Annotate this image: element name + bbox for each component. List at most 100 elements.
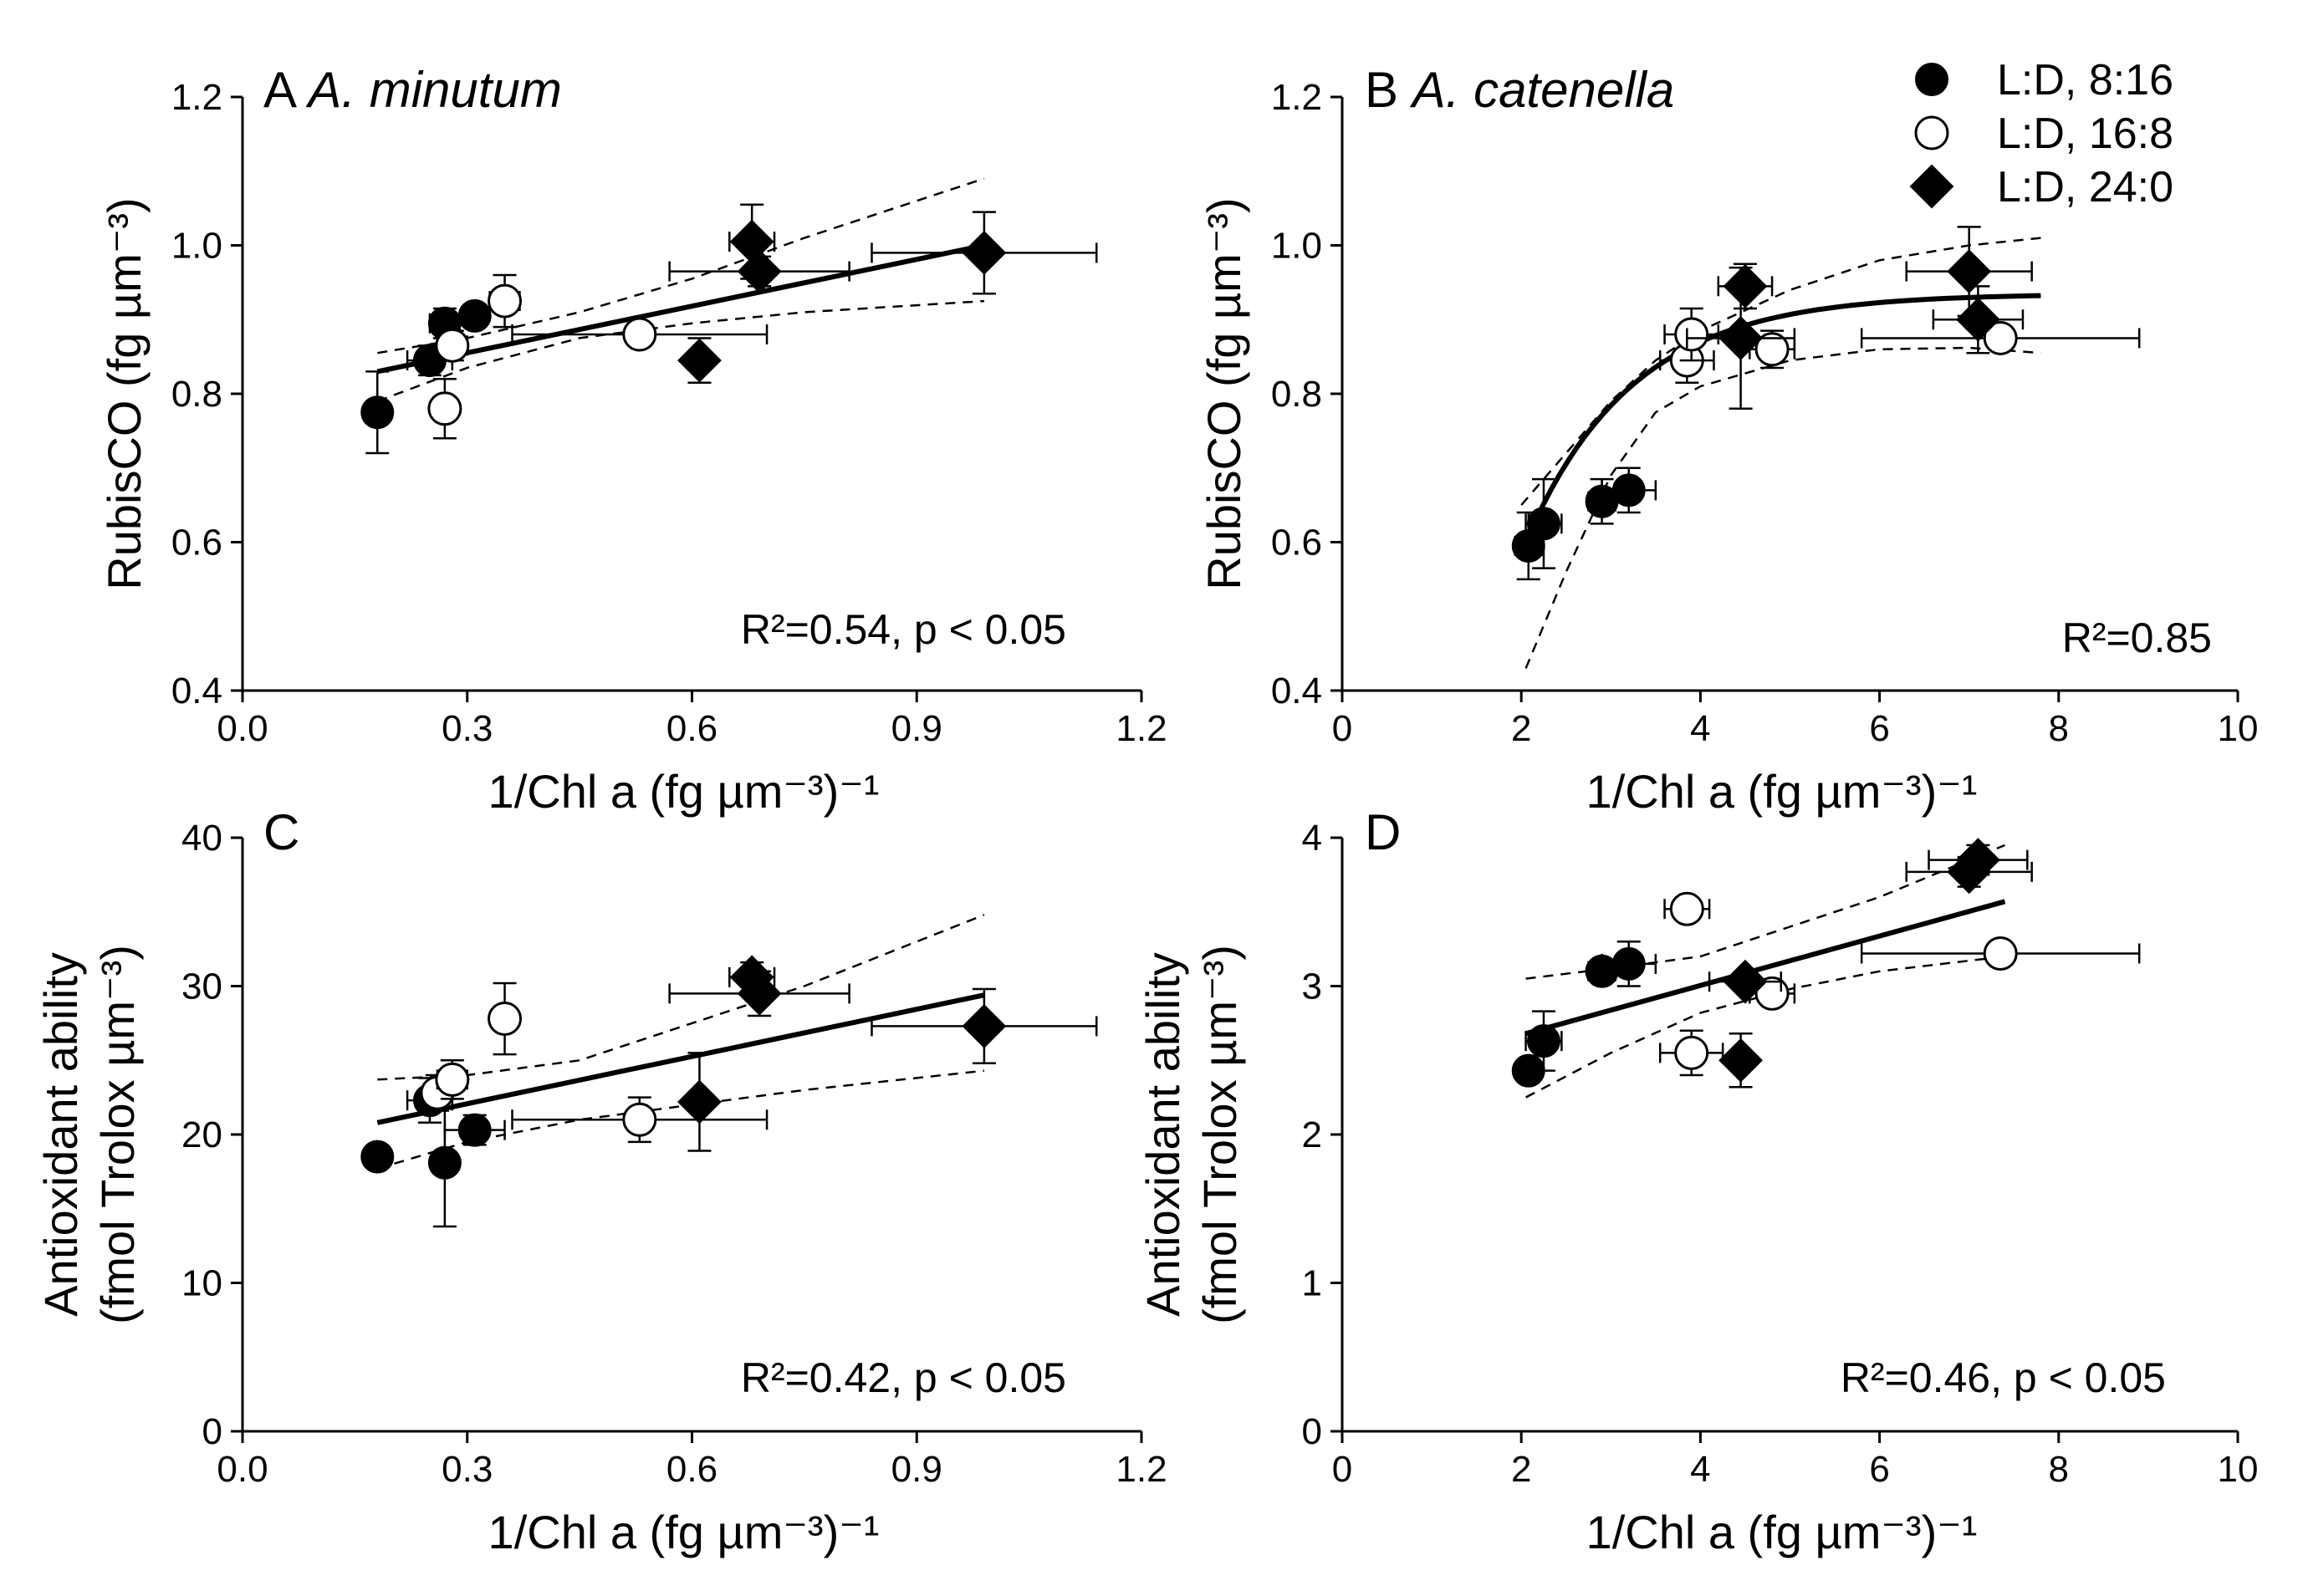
x-axis-title-b: 1/Chl a (fg µm⁻³)⁻¹ [1586,765,1978,818]
y-tick-label-a: 0.8 [171,374,222,415]
y-tick-label-c: 0 [202,1411,222,1452]
legend-marker-filled-diamond [1909,164,1954,209]
y-tick-label-c: 10 [181,1263,222,1304]
fit-line-b [1523,293,2041,543]
ci-lower-d [1525,955,2005,1099]
legend-label: L:D, 8:16 [1997,56,2173,105]
fit-line-c [376,992,985,1125]
data-point-open-circle [1983,320,2018,355]
x-tick-label-c: 0.3 [442,1449,493,1490]
y-tick-label-d: 2 [1302,1114,1322,1155]
y-tick-label-d: 3 [1302,966,1322,1007]
y-tick-label-b: 1.2 [1271,77,1322,118]
y-tick-label-a: 0.6 [171,523,222,563]
data-point-filled-diamond [1955,297,2000,342]
y-axis-title-d: Antioxidant ability [1136,952,1189,1317]
data-point-filled-circle [360,395,395,430]
data-point-filled-diamond [737,971,782,1016]
y-axis-title-c: (fmol Trolox µm⁻³) [91,945,144,1324]
x-tick-label-b: 0 [1332,708,1352,749]
legend-marker-open-circle [1914,115,1949,150]
x-tick-label-d: 0 [1332,1449,1352,1490]
data-point-filled-diamond [677,338,722,383]
x-tick-label-b: 4 [1690,708,1710,749]
data-point-open-circle [1983,936,2018,971]
data-point-filled-diamond [1718,1038,1764,1083]
panel-title-b: B A. catenella [1365,62,1674,118]
panel-title-d: D [1365,804,1401,860]
data-point-filled-circle [360,1140,395,1174]
data-point-filled-circle [457,298,492,333]
data-point-filled-circle [457,1113,492,1147]
x-tick-label-d: 8 [2049,1449,2069,1490]
x-tick-label-b: 2 [1511,708,1531,749]
data-point-open-circle [1674,317,1709,352]
x-axis-title-a: 1/Chl a (fg µm⁻³)⁻¹ [488,765,880,818]
y-tick-label-d: 1 [1302,1263,1322,1304]
data-point-filled-diamond [1718,316,1764,360]
panel-c: 0.0 0.3 0.6 0.9 1.2 0 10 20 30 40 1/Chl a (fg µm⁻³… [34,804,1167,1558]
x-tick-label-b: 6 [1869,708,1889,749]
y-axis-title-c: Antioxidant ability [34,952,87,1317]
y-tick-label-a: 0.4 [171,671,222,711]
data-point-open-circle [622,1102,657,1137]
x-tick-label-c: 0.6 [666,1449,717,1490]
x-tick-label-d: 4 [1690,1449,1710,1490]
data-point-open-circle [1674,1035,1709,1070]
data-point-filled-circle [1611,946,1646,981]
species-name-b: A. catenella [1410,62,1675,118]
y-tick-label-c: 40 [181,818,222,859]
fit-line-d [1524,899,2006,1037]
x-tick-label-b: 10 [2218,708,2259,749]
panel-d: 0 2 4 6 8 10 0 1 2 3 4 1/Chl a (fg µm⁻³)⁻¹ Antioxida… [1136,804,2258,1558]
panel-a: 0.0 0.3 0.6 0.9 1.2 0.4 0.6 0.8 1.0 1.2 1/Chl a (f… [98,62,1167,818]
data-point-open-circle [1754,332,1790,367]
y-tick-label-d: 0 [1302,1411,1322,1452]
stat-label-a: R²=0.54, p < 0.05 [741,606,1066,653]
y-axis-title-a: RubisCO (fg µm⁻³) [98,197,151,589]
data-point-filled-circle [1526,1024,1560,1058]
data-point-filled-circle [427,1145,462,1180]
legend-marker-filled-circle [1915,63,1948,96]
x-tick-label-c: 0.9 [891,1449,942,1490]
ci-upper-c [377,914,985,1081]
panel-title-c: C [263,804,299,860]
data-point-open-circle [1669,891,1704,926]
ci-lower-b [1524,346,2041,669]
x-tick-label-b: 8 [2049,708,2069,749]
x-tick-label-d: 2 [1511,1449,1531,1490]
y-tick-label-b: 0.8 [1271,374,1322,415]
panel-letter-d: D [1365,804,1401,860]
fit-line-a [376,242,985,375]
legend-label: L:D, 16:8 [1997,110,2173,158]
x-tick-label-a: 1.2 [1116,708,1167,749]
panel-title-a: A A. minutum [263,62,562,118]
data-point-open-circle [488,283,523,319]
panel-letter-a: A [263,62,308,118]
y-axis-title-d: (fmol Trolox µm⁻³) [1193,945,1246,1324]
data-point-filled-diamond [1723,959,1768,1004]
data-point-filled-diamond [962,1004,1007,1048]
data-point-open-circle [435,328,470,363]
data-point-filled-diamond [677,1079,722,1124]
x-tick-label-d: 6 [1869,1449,1889,1490]
y-axis-title-b: RubisCO (fg µm⁻³) [1198,197,1250,589]
stat-label-c: R²=0.42, p < 0.05 [741,1354,1066,1401]
x-axis-title-c: 1/Chl a (fg µm⁻³)⁻¹ [488,1506,880,1558]
data-point-filled-diamond [962,230,1007,275]
species-name-a: A. minutum [305,62,561,118]
y-tick-label-c: 20 [181,1114,222,1155]
x-tick-label-a: 0.6 [666,708,717,749]
x-tick-label-c: 1.2 [1116,1449,1167,1490]
legend: L:D, 8:16 L:D, 16:8 L:D, 24:0 [1909,56,2173,212]
x-tick-label-d: 10 [2218,1449,2259,1490]
y-tick-label-c: 30 [181,966,222,1007]
x-tick-label-a: 0.9 [891,708,942,749]
y-tick-label-b: 1.0 [1271,226,1322,267]
data-point-filled-diamond [1955,838,2000,883]
y-tick-label-a: 1.2 [171,77,222,118]
stat-label-b: R²=0.85 [2062,614,2212,661]
x-axis-title-d: 1/Chl a (fg µm⁻³)⁻¹ [1586,1506,1978,1558]
data-point-filled-circle [1526,507,1560,541]
